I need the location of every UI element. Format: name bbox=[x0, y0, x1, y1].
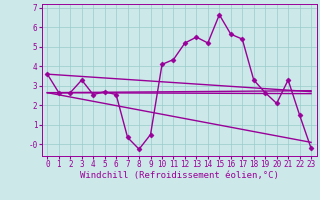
X-axis label: Windchill (Refroidissement éolien,°C): Windchill (Refroidissement éolien,°C) bbox=[80, 171, 279, 180]
